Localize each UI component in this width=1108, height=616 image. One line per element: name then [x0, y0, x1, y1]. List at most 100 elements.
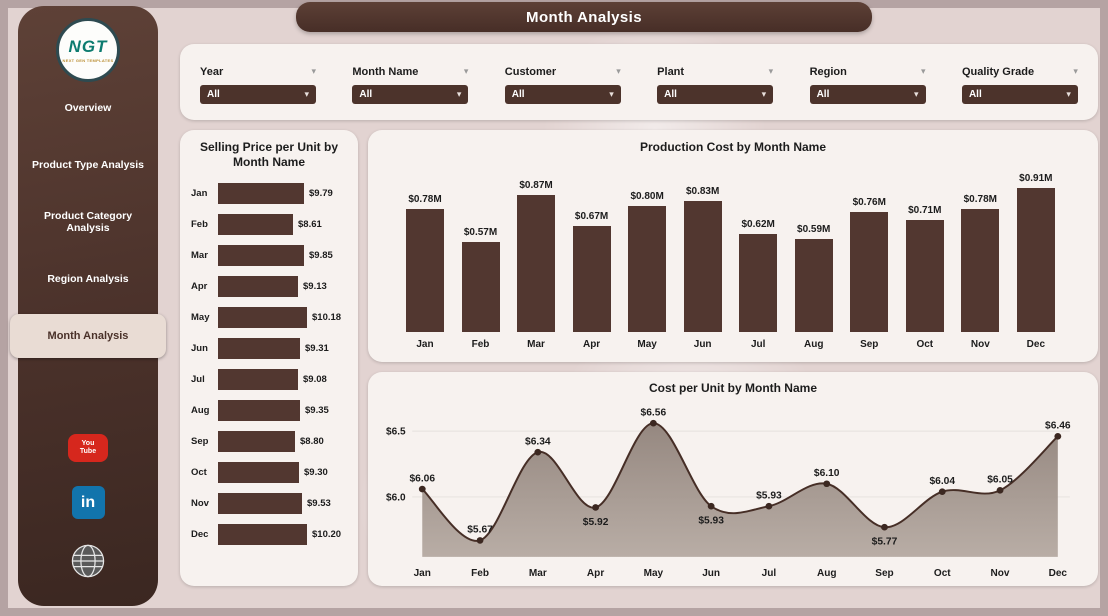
bar-jul[interactable]: [218, 369, 298, 390]
point-may[interactable]: [649, 419, 657, 427]
bar-may[interactable]: [218, 307, 307, 328]
chevron-down-icon: ▾: [1066, 89, 1071, 99]
cost-per-unit-chart: $6.5 $6.0 $6.06 Jan $5.67 Feb $6.34 Mar $5.92 Apr…: [376, 398, 1090, 582]
data-label: $9.30: [304, 467, 328, 478]
filter-dropdown-plant[interactable]: All ▾: [657, 85, 774, 104]
bar-apr[interactable]: [218, 276, 298, 297]
data-label: $0.87M: [519, 180, 553, 191]
bar-mar[interactable]: [517, 195, 556, 332]
category-label: Jan: [414, 568, 431, 579]
chevron-down-icon[interactable]: ▾: [1073, 66, 1078, 76]
bar-feb[interactable]: [218, 214, 293, 235]
point-mar[interactable]: [534, 448, 542, 456]
category-label: Mar: [529, 568, 547, 579]
filter-dropdown-month-name[interactable]: All ▾: [352, 85, 469, 104]
bar-nov[interactable]: [218, 493, 302, 514]
data-label: $0.78M: [408, 194, 442, 205]
point-aug[interactable]: [823, 480, 831, 488]
bar-dec[interactable]: [1016, 188, 1055, 332]
sidebar-item-overview[interactable]: Overview: [64, 101, 112, 114]
category-label: Dec: [191, 529, 209, 540]
category-label: Dec: [1049, 568, 1068, 579]
hbar-row-aug: Aug $9.35: [191, 400, 349, 421]
category-label: Jul: [191, 374, 205, 385]
point-feb[interactable]: [476, 537, 484, 544]
chevron-down-icon[interactable]: ▾: [463, 66, 469, 76]
bar-col-jan: $0.78M Jan: [406, 194, 444, 350]
data-label: $9.85: [309, 250, 333, 261]
hbar-row-dec: Dec $10.20: [191, 524, 349, 545]
category-label: Feb: [471, 339, 490, 350]
data-label: $6.46: [1045, 421, 1071, 432]
category-label: Jul: [750, 339, 766, 350]
point-jul[interactable]: [765, 502, 773, 510]
globe-icon[interactable]: [70, 543, 106, 579]
chevron-down-icon: ▾: [304, 89, 309, 99]
filter-header: Plant ▾: [657, 64, 773, 79]
bar-may[interactable]: [628, 206, 667, 332]
filter-dropdown-year[interactable]: All ▾: [200, 85, 316, 104]
point-sep[interactable]: [881, 523, 888, 531]
hbar-row-jan: Jan $9.79: [191, 183, 349, 204]
chevron-down-icon[interactable]: ▾: [921, 66, 926, 76]
bar-mar[interactable]: [218, 245, 304, 266]
data-label: $0.83M: [685, 186, 720, 197]
point-apr[interactable]: [592, 504, 600, 511]
youtube-icon[interactable]: You Tube: [68, 434, 108, 462]
chevron-down-icon[interactable]: ▾: [311, 66, 316, 76]
chevron-down-icon: ▾: [761, 89, 767, 99]
category-label: Mar: [191, 250, 208, 261]
bar-col-jul: $0.62M Jul: [739, 219, 778, 350]
bar-sep[interactable]: [850, 212, 889, 332]
bar-jan[interactable]: [218, 183, 304, 204]
bar-aug[interactable]: [794, 239, 833, 332]
filter-label: Month Name: [352, 65, 419, 78]
sidebar-item-product-type-analysis[interactable]: Product Type Analysis: [31, 158, 145, 171]
sidebar-item-region-analysis[interactable]: Region Analysis: [47, 272, 129, 285]
linkedin-icon[interactable]: in: [71, 486, 105, 519]
filter-dropdown-customer[interactable]: All ▾: [504, 85, 621, 104]
filter-customer: Customer ▾ All ▾: [504, 64, 621, 104]
category-label: Dec: [1026, 339, 1046, 350]
bar-col-apr: $0.67M Apr: [572, 211, 611, 350]
sidebar-item-month-analysis[interactable]: Month Analysis: [10, 313, 166, 358]
filter-label: Region: [809, 65, 847, 78]
bar-jan[interactable]: [406, 209, 444, 332]
point-dec[interactable]: [1054, 433, 1062, 440]
bar-aug[interactable]: [218, 400, 300, 421]
bar-col-sep: $0.76M Sep: [850, 197, 889, 350]
chart-title-production-cost: Production Cost by Month Name: [640, 140, 826, 154]
hbar-row-jun: Jun $9.31: [191, 338, 349, 359]
filter-dropdown-region[interactable]: All ▾: [809, 85, 926, 104]
bar-oct[interactable]: [905, 220, 944, 332]
cost-per-unit-svg: $6.5 $6.0$6.06 Jan $5.67 Feb $6.34 Mar $5.92 Apr…: [386, 408, 1071, 580]
category-label: May: [644, 568, 664, 579]
data-label: $6.10: [814, 468, 840, 479]
data-label: $9.79: [309, 188, 333, 199]
bar-oct[interactable]: [218, 462, 299, 483]
chevron-down-icon[interactable]: ▾: [616, 66, 621, 76]
filter-label: Plant: [657, 65, 685, 78]
bar-apr[interactable]: [572, 226, 611, 332]
chevron-down-icon[interactable]: ▾: [768, 66, 774, 76]
bar-jul[interactable]: [739, 234, 778, 332]
point-jun[interactable]: [707, 502, 715, 510]
point-nov[interactable]: [996, 487, 1004, 494]
filter-dropdown-quality-grade[interactable]: All ▾: [961, 85, 1078, 104]
sidebar-item-product-category-analysis[interactable]: Product Category Analysis: [43, 209, 133, 234]
bar-jun[interactable]: [218, 338, 300, 359]
point-oct[interactable]: [938, 488, 946, 495]
point-jan[interactable]: [418, 485, 426, 493]
bar-feb[interactable]: [461, 242, 500, 332]
bar-sep[interactable]: [218, 431, 295, 452]
bar-dec[interactable]: [218, 524, 307, 545]
filters-panel: Year ▾ All ▾ Month Name ▾ All ▾ Customer ▾ All ▾ Pla…: [180, 44, 1098, 120]
category-label: Jan: [416, 339, 434, 350]
hbar-row-may: May $10.18: [191, 307, 349, 328]
cost-per-unit-panel: Cost per Unit by Month Name $6.5 $6.0 $6.0…: [368, 372, 1098, 586]
bar-nov[interactable]: [961, 209, 1000, 332]
page-title-text: Month Analysis: [526, 8, 642, 26]
data-label: $5.67: [467, 525, 493, 536]
sidebar-nav: Overview Product Type Analysis Product Cat…: [10, 79, 166, 364]
bar-jun[interactable]: [683, 201, 722, 332]
